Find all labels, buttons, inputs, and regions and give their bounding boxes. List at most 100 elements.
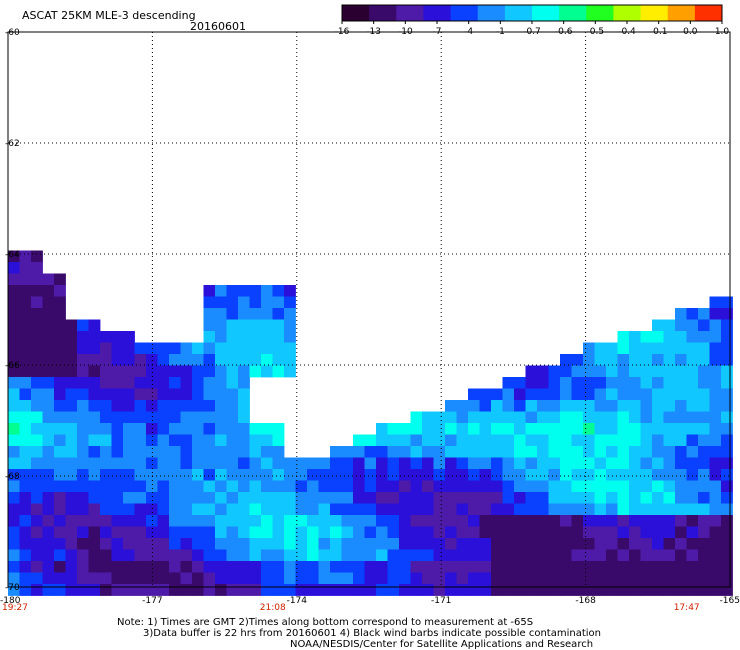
swath-cell — [88, 331, 101, 343]
swath-cell — [675, 423, 687, 435]
swath-cell — [422, 434, 434, 447]
swath-cell — [146, 480, 158, 493]
swath-cell — [709, 411, 722, 424]
swath-cell — [479, 549, 492, 562]
swath-cell — [364, 503, 377, 516]
swath-cell — [54, 469, 66, 481]
swath-cell — [571, 538, 584, 550]
swath-cell — [42, 561, 55, 573]
swath-cell — [100, 526, 112, 539]
swath-cell — [387, 434, 400, 447]
swath-cell — [180, 411, 193, 424]
swath-cell — [606, 342, 618, 355]
swath-cell — [468, 492, 480, 504]
swath-cell — [8, 515, 20, 527]
swath-cell — [422, 538, 434, 550]
swath-cell — [31, 308, 43, 320]
swath-cell — [640, 584, 653, 596]
swath-cell — [399, 526, 411, 539]
swath-cell — [594, 526, 607, 539]
swath-cell — [19, 319, 32, 332]
swath-cell — [88, 515, 101, 527]
swath-cell — [100, 377, 112, 389]
swath-cell — [502, 526, 515, 539]
swath-cell — [180, 492, 193, 504]
swath-cell — [238, 365, 250, 378]
swath-cell — [42, 538, 55, 550]
swath-cell — [54, 457, 66, 470]
swath-cell — [42, 480, 55, 493]
swath-cell — [77, 584, 89, 596]
swath-cell — [571, 469, 584, 481]
swath-cell — [203, 526, 216, 539]
swath-cell — [295, 584, 308, 596]
swath-cell — [8, 308, 20, 320]
swath-cell — [238, 331, 250, 343]
swath-cell — [42, 331, 55, 343]
swath-cell — [19, 423, 32, 435]
swath-cell — [399, 434, 411, 447]
swath-cell — [157, 377, 170, 389]
swath-cell — [698, 446, 710, 458]
swath-cell — [77, 377, 89, 389]
swath-cell — [560, 365, 572, 378]
swath-cell — [617, 561, 630, 573]
swath-cell — [134, 411, 147, 424]
swath-cell — [19, 446, 32, 458]
swath-cell — [663, 549, 676, 562]
swath-cell — [468, 538, 480, 550]
swath-cell — [307, 526, 319, 539]
swath-cell — [456, 549, 469, 562]
swath-cell — [8, 457, 20, 470]
swath-cell — [31, 388, 43, 401]
swath-cell — [629, 423, 641, 435]
swath-cell — [192, 572, 204, 585]
swath-cell — [307, 480, 319, 493]
swath-cell — [272, 446, 285, 458]
swath-cell — [468, 526, 480, 539]
swath-cell — [514, 492, 526, 504]
swath-cell — [8, 319, 20, 332]
swath-cell — [594, 584, 607, 596]
swath-cell — [686, 423, 699, 435]
swath-cell — [387, 503, 400, 516]
swath-cell — [686, 400, 699, 412]
swath-cell — [376, 434, 388, 447]
swath-cell — [571, 411, 584, 424]
swath-cell — [491, 503, 503, 516]
swath-cell — [571, 572, 584, 585]
swath-cell — [65, 469, 78, 481]
swath-cell — [261, 285, 273, 297]
swath-cell — [583, 434, 595, 447]
swath-cell — [422, 492, 434, 504]
swath-cell — [698, 411, 710, 424]
swath-cell — [77, 423, 89, 435]
swath-cell — [410, 434, 423, 447]
swath-cell — [19, 285, 32, 297]
swath-cell — [261, 526, 273, 539]
swath-cell — [560, 469, 572, 481]
time-label: 19:27 — [2, 603, 28, 613]
swath-cell — [663, 377, 676, 389]
swath-cell — [606, 492, 618, 504]
swath-cell — [100, 457, 112, 470]
swath-cell — [629, 503, 641, 516]
colorbar-segment — [694, 5, 723, 21]
swath-cell — [422, 457, 434, 470]
swath-cell — [686, 572, 699, 585]
swath-cell — [376, 515, 388, 527]
swath-cell — [675, 400, 687, 412]
colorbar-tick-label: 1.0 — [715, 27, 730, 37]
swath-cell — [686, 342, 699, 355]
swath-cell — [54, 354, 66, 366]
swath-cell — [537, 549, 549, 562]
swath-cell — [77, 515, 89, 527]
swath-cell — [686, 354, 699, 366]
swath-cell — [19, 400, 32, 412]
swath-cell — [709, 354, 722, 366]
swath-cell — [134, 503, 147, 516]
swath-cell — [238, 480, 250, 493]
swath-cell — [42, 549, 55, 562]
swath-cell — [606, 503, 618, 516]
swath-cell — [42, 296, 55, 309]
